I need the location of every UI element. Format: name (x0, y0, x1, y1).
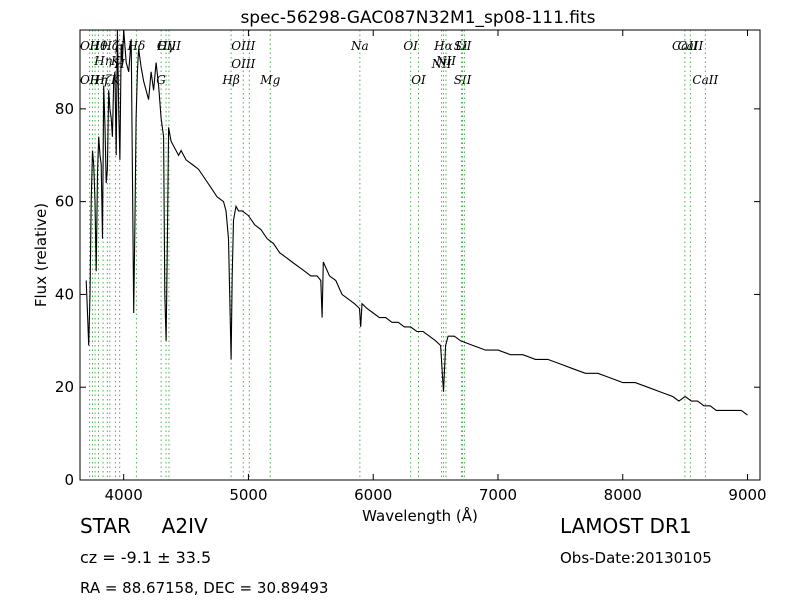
x-tick-label: 6000 (354, 486, 392, 504)
spectral-line-markers: OIIOIIHθHηHηHζHζKKHHHδGHγOIIIHβOIIIOIIIM… (80, 30, 719, 480)
spectral-line-label: SII (454, 39, 472, 53)
spectral-line-label: CaII (672, 39, 698, 53)
coordinates-label: RA = 88.67158, DEC = 30.89493 (80, 579, 329, 597)
spectral-line-label: SII (454, 73, 472, 87)
x-tick-label: 4000 (105, 486, 143, 504)
spectral-line-label: Hδ (127, 39, 146, 53)
x-axis: 4000 5000 6000 7000 8000 9000 (105, 30, 767, 504)
spectrum-line (85, 29, 748, 416)
spectral-line-label: OIII (231, 57, 255, 71)
redshift-label: cz = -9.1 ± 33.5 (80, 548, 212, 567)
spectral-line-label: Hζ (94, 73, 113, 87)
x-tick-label: 9000 (728, 486, 766, 504)
spectral-line-label: OI (403, 39, 418, 53)
spectral-line-label: Mg (259, 73, 280, 87)
subclass-label: A2IV (161, 514, 208, 538)
spectral-line-label: H (113, 57, 125, 71)
y-tick-label: 60 (55, 193, 74, 211)
y-tick-label: 80 (55, 100, 74, 118)
x-tick-label: 7000 (479, 486, 517, 504)
y-axis: 0 20 40 60 80 (55, 100, 760, 489)
spectral-line-label: Hα (433, 39, 453, 53)
spectral-line-label: CaII (692, 73, 718, 87)
spectral-line-label: Hβ (221, 73, 239, 87)
spectral-line-label: G (156, 73, 166, 87)
spectral-line-label: OI (411, 73, 426, 87)
obs-date-label: Obs-Date:20130105 (560, 549, 712, 567)
x-tick-label: 8000 (604, 486, 642, 504)
chart-title: spec-56298-GAC087N32M1_sp08-111.fits (240, 8, 595, 28)
spectral-line-label: Hη (93, 54, 112, 68)
spectral-line-label: OIII (157, 39, 181, 53)
spectral-line-label: CaII (677, 39, 703, 53)
y-tick-label: 20 (55, 378, 74, 396)
survey-label: LAMOST DR1 (560, 514, 692, 538)
plot-frame (79, 29, 761, 481)
spectral-line-label: NII (435, 54, 456, 68)
class-label: STAR (80, 514, 131, 538)
spectral-line-label: OIII (231, 39, 255, 53)
spectral-line-label: Hζ (100, 39, 119, 53)
x-tick-label: 5000 (229, 486, 267, 504)
x-axis-label: Wavelength (Å) (362, 506, 478, 525)
y-tick-label: 0 (64, 471, 74, 489)
spectral-line-label: Na (350, 39, 369, 53)
object-class: STAR A2IV (80, 514, 208, 538)
spectral-line-label: Hγ (156, 39, 175, 53)
y-axis-label: Flux (relative) (32, 203, 50, 307)
spectral-line-label: K (110, 54, 121, 68)
spectral-line-label: NII (431, 57, 452, 71)
y-tick-label: 40 (55, 285, 74, 303)
